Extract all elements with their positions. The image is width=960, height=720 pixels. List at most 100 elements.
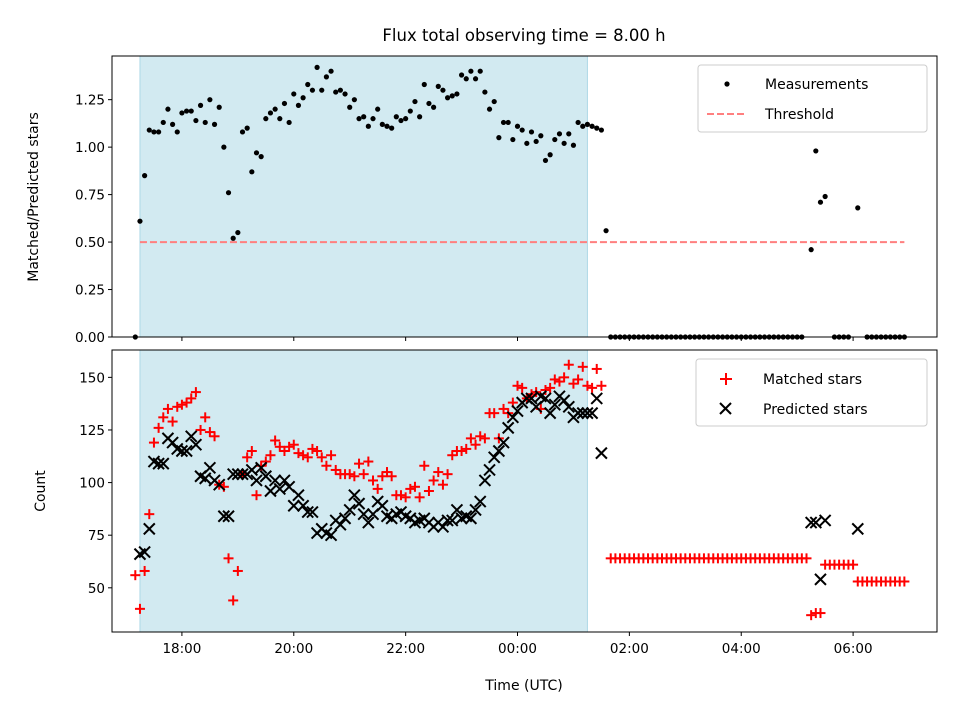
matched-stars-point — [232, 565, 243, 576]
matched-stars-point — [400, 492, 411, 503]
predicted-stars-point — [474, 495, 487, 508]
matched-stars-point — [386, 471, 397, 482]
y-tick-label: 100 — [79, 476, 105, 492]
matched-stars-point — [465, 433, 476, 444]
matched-stars-point — [148, 437, 159, 448]
matched-stars-point — [479, 433, 490, 444]
bottom-plot-frame — [111, 349, 938, 633]
predicted-stars-point — [562, 400, 575, 414]
predicted-stars-point — [259, 470, 273, 483]
measurements-point — [174, 129, 180, 135]
measurements-point — [142, 173, 148, 179]
predicted-stars-point — [478, 474, 492, 487]
measurements-point — [225, 190, 232, 196]
y-tick-label: 1.25 — [75, 93, 105, 109]
y-tick-label: 0.25 — [75, 283, 105, 299]
predicted-stars-point — [250, 474, 263, 487]
measurements-point — [505, 119, 511, 126]
matched-stars-point — [316, 452, 327, 463]
predicted-stars-point — [464, 512, 478, 525]
measurements-point — [146, 127, 152, 133]
predicted-stars-point — [525, 392, 538, 405]
measurements-point — [477, 68, 483, 74]
predicted-stars-point — [292, 489, 305, 502]
matched-stars-point — [321, 460, 332, 471]
x-tick-label: 18:00 — [162, 641, 201, 657]
measurements-point — [188, 108, 194, 114]
predicted-stars-point — [343, 503, 356, 517]
measurements-point — [514, 123, 521, 129]
count-points — [130, 359, 910, 621]
predicted-stars-point — [492, 444, 506, 458]
measurements-point — [281, 100, 288, 107]
matched-stars-point — [167, 416, 178, 427]
matched-stars-point — [358, 469, 369, 480]
measurements-point — [421, 81, 427, 88]
measurements-point — [598, 127, 605, 133]
top-panel: Flux total observing time = 8.00 h 0.000… — [26, 26, 938, 346]
measurements-point — [202, 119, 208, 126]
measurements-point — [295, 102, 302, 108]
matched-stars-point — [172, 401, 183, 412]
measurements-point — [207, 97, 213, 103]
predicted-stars-point — [469, 503, 482, 517]
measurements-point — [272, 106, 278, 112]
measurements-point — [389, 125, 395, 131]
predicted-stars-point — [348, 489, 361, 502]
matched-stars-point — [489, 408, 500, 419]
measurements-point — [472, 76, 479, 82]
measurements-point — [253, 150, 260, 156]
predicted-stars-point — [511, 404, 524, 418]
measurements-point — [603, 228, 609, 234]
matched-stars-point — [228, 595, 239, 606]
measurements-point — [486, 106, 493, 112]
matched-stars-point — [409, 481, 420, 492]
measurements-point — [333, 89, 339, 95]
matched-stars-point — [344, 469, 355, 480]
matched-stars-point — [288, 439, 299, 450]
measurements-point — [561, 140, 567, 146]
predicted-stars-point — [483, 463, 496, 477]
y-tick-label: 0.75 — [75, 188, 105, 204]
matched-stars-point — [158, 412, 169, 423]
matched-stars-point — [587, 382, 598, 393]
matched-stars-point — [307, 443, 318, 454]
y-tick-label: 0.50 — [75, 235, 105, 251]
y-tick-label: 125 — [79, 423, 105, 439]
measurements-point — [500, 119, 507, 126]
measurements-point — [356, 116, 362, 122]
matched-stars-point — [596, 380, 607, 391]
matched-stars-point — [251, 490, 262, 501]
predicted-stars-point — [851, 522, 864, 536]
measurements-point — [468, 68, 474, 74]
matched-stars-point — [512, 380, 523, 391]
top-y-ticks: 0.00 0.25 0.50 0.75 1.00 1.25 — [75, 93, 112, 346]
predicted-stars-point — [581, 406, 594, 420]
predicted-stars-point — [324, 528, 338, 542]
matched-stars-point — [190, 387, 201, 398]
measurements-point — [444, 95, 451, 101]
matched-stars-point — [433, 467, 444, 478]
matched-stars-point — [130, 570, 141, 581]
predicted-stars-point — [245, 463, 259, 477]
measurements-point — [570, 142, 577, 148]
predicted-stars-point — [376, 499, 389, 512]
predicted-stars-point — [203, 461, 217, 475]
measurements-point — [328, 68, 334, 74]
measurements-point — [314, 64, 320, 70]
measurements-point — [347, 104, 353, 110]
measurements-point — [351, 97, 357, 103]
measurements-point — [454, 91, 460, 97]
y-tick-label: 50 — [88, 581, 105, 597]
measurements-point — [323, 74, 330, 80]
matched-stars-point — [153, 422, 164, 433]
predicted-stars-point — [264, 484, 277, 498]
measurements-point — [165, 106, 171, 112]
chart-title: Flux total observing time = 8.00 h — [382, 26, 665, 45]
matched-stars-point — [573, 374, 584, 385]
measurements-point — [239, 129, 246, 135]
measurements-point — [449, 93, 455, 99]
measurements-point — [594, 125, 600, 131]
bottom-legend-box — [695, 358, 928, 427]
matched-stars-point — [540, 384, 551, 395]
